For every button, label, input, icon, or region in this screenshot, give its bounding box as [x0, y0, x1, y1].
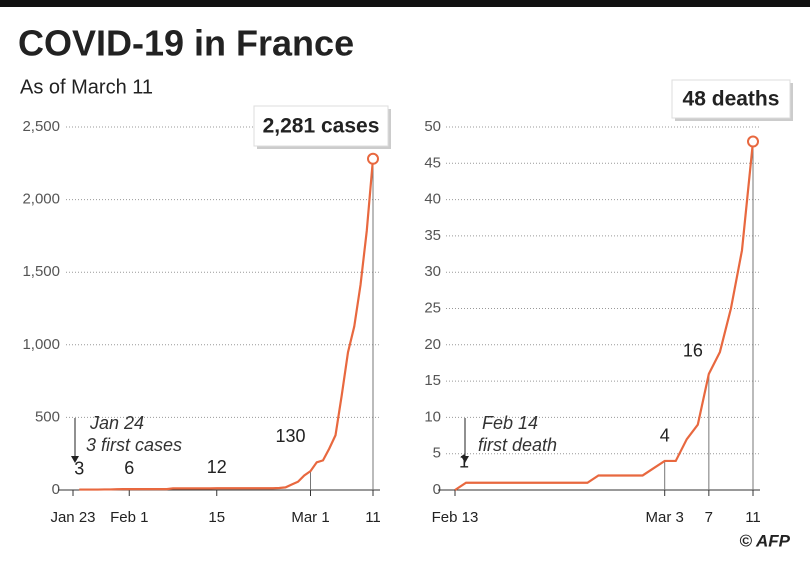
data-line	[79, 158, 375, 491]
annotation: 3 first cases	[86, 435, 182, 455]
value-label: 12	[207, 457, 227, 477]
y-tick-label: 10	[424, 408, 441, 425]
value-label: 48 deaths	[683, 88, 780, 111]
y-tick-label: 15	[424, 372, 441, 389]
x-tick-label: Jan 23	[50, 509, 95, 526]
subtitle: As of March 11	[20, 76, 153, 98]
y-tick-label: 5	[433, 445, 441, 462]
annotation: first death	[478, 435, 557, 455]
y-tick-label: 0	[433, 481, 441, 498]
value-label: 1	[459, 451, 469, 471]
y-tick-label: 35	[424, 227, 441, 244]
annotation-arrowhead	[71, 456, 79, 463]
y-tick-label: 30	[424, 263, 441, 280]
x-tick-label: Mar 1	[291, 509, 329, 526]
y-tick-label: 500	[35, 408, 60, 425]
end-marker	[747, 135, 759, 148]
x-tick-label: Feb 13	[432, 509, 479, 526]
y-tick-label: 1,500	[22, 263, 60, 280]
y-tick-label: 0	[52, 481, 60, 498]
end-marker	[367, 152, 379, 165]
y-tick-label: 2,500	[22, 118, 60, 135]
annotation: Feb 14	[482, 413, 538, 433]
y-tick-label: 50	[424, 118, 441, 135]
credit: © AFP	[739, 531, 790, 550]
value-label: 16	[683, 341, 703, 361]
value-label: 6	[124, 458, 134, 478]
x-tick-label: 11	[365, 509, 381, 526]
x-tick-label: 15	[208, 509, 225, 526]
x-tick-label: 7	[705, 509, 713, 526]
x-tick-label: Mar 3	[646, 509, 684, 526]
data-line	[454, 141, 755, 491]
y-tick-label: 20	[424, 336, 441, 353]
y-tick-label: 45	[424, 154, 441, 171]
annotation-arrowhead	[461, 456, 469, 463]
value-label: 4	[660, 426, 670, 446]
y-tick-label: 2,000	[22, 191, 60, 208]
x-tick-label: Feb 1	[110, 509, 148, 526]
title: COVID-19 in France	[18, 23, 354, 64]
top-bar	[0, 0, 810, 7]
value-label: 3	[74, 458, 84, 478]
y-tick-label: 1,000	[22, 336, 60, 353]
x-tick-label: 11	[745, 509, 761, 526]
y-tick-label: 25	[424, 299, 441, 316]
annotation: Jan 24	[89, 413, 144, 433]
value-label: 2,281 cases	[263, 115, 380, 138]
y-tick-label: 40	[424, 191, 441, 208]
value-label: 130	[275, 426, 305, 446]
label-box	[253, 105, 389, 147]
label-box	[671, 79, 791, 119]
